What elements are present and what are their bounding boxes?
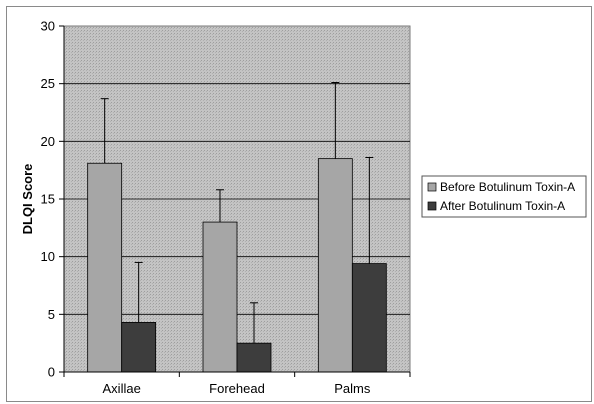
x-axis: Axillae Forehead Palms <box>63 371 411 396</box>
bar-after <box>351 263 387 373</box>
legend-box <box>421 175 587 218</box>
x-category-label: Forehead <box>209 381 265 396</box>
y-tick-label: 25 <box>41 76 55 91</box>
y-tick-label: 5 <box>48 307 55 322</box>
legend: Before Botulinum Toxin-A After Botulinum… <box>421 175 587 218</box>
bar-after <box>121 322 157 373</box>
legend-label-before: Before Botulinum Toxin-A <box>440 180 575 194</box>
chart-frame <box>6 6 592 402</box>
bar-before <box>87 162 123 373</box>
y-tick-label: 15 <box>41 192 55 207</box>
x-category-label: Palms <box>334 381 371 396</box>
bar-after <box>236 342 272 373</box>
legend-label-after: After Botulinum Toxin-A <box>440 199 565 213</box>
x-category-label: Axillae <box>103 381 141 396</box>
y-axis: 0 5 10 15 20 25 30 <box>41 19 65 380</box>
legend-swatch-before <box>427 182 437 192</box>
y-tick-label: 30 <box>41 19 55 34</box>
legend-swatch-after <box>427 201 437 211</box>
y-axis-label: DLQI Score <box>20 164 35 235</box>
bar-before <box>202 221 238 373</box>
y-tick-label: 20 <box>41 134 55 149</box>
bars <box>87 82 387 373</box>
bar-before <box>317 158 353 373</box>
y-tick-label: 0 <box>48 365 55 380</box>
y-tick-label: 10 <box>41 249 55 264</box>
